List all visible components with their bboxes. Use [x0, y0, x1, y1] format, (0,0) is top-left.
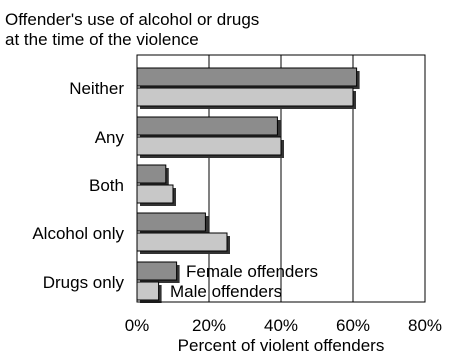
bar-male-offenders [136, 136, 282, 156]
chart-title-line-1: Offender's use of alcohol or drugs [5, 10, 259, 29]
category-label: Both [89, 176, 124, 195]
x-tick-labels: 0% 20% 40% 60% 80% [125, 316, 442, 335]
category-label: Alcohol only [32, 224, 124, 243]
bar-male-offenders [136, 87, 354, 107]
bar-male-offenders [136, 184, 174, 204]
x-tick-label: 80% [408, 316, 442, 335]
x-axis-label: Percent of violent offenders [178, 336, 385, 355]
legend-label: Female offenders [186, 262, 318, 281]
x-tick-label: 40% [264, 316, 298, 335]
x-tick-label: 0% [125, 316, 150, 335]
bar-male-offenders [136, 232, 228, 252]
bar-female-offenders [136, 164, 167, 184]
category-label: Drugs only [43, 273, 125, 292]
plot-area-frame [136, 54, 426, 303]
bar-female-offenders [136, 261, 178, 281]
bar-female-offenders [136, 212, 206, 232]
category-labels: Neither Any Both Alcohol only Drugs only [32, 79, 124, 292]
bars [136, 67, 360, 303]
chart-title-line-2: at the time of the violence [5, 30, 199, 49]
x-tick-label: 60% [336, 316, 370, 335]
bar-male-offenders [136, 281, 160, 301]
category-label: Any [95, 128, 125, 147]
bar-female-offenders [136, 67, 358, 87]
legend-label: Male offenders [170, 282, 282, 301]
bar-female-offenders [136, 116, 278, 136]
x-tick-label: 20% [192, 316, 226, 335]
category-label: Neither [69, 79, 124, 98]
